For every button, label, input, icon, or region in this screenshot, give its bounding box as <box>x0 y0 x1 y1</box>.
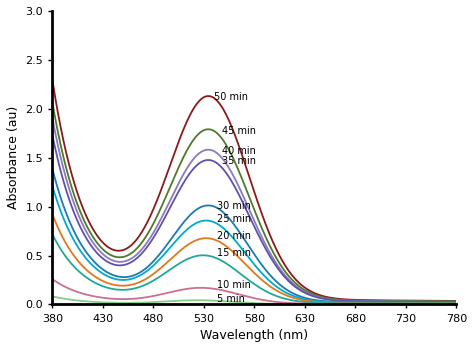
Y-axis label: Absorbance (au): Absorbance (au) <box>7 106 20 209</box>
Text: 15 min: 15 min <box>217 248 251 258</box>
Text: 30 min: 30 min <box>217 201 251 211</box>
Text: 45 min: 45 min <box>222 126 256 136</box>
Text: 10 min: 10 min <box>217 280 251 290</box>
Text: 40 min: 40 min <box>222 146 256 156</box>
Text: 5 min: 5 min <box>217 294 245 304</box>
Text: 35 min: 35 min <box>222 156 256 166</box>
Text: 25 min: 25 min <box>217 214 251 224</box>
X-axis label: Wavelength (nm): Wavelength (nm) <box>201 329 309 342</box>
Text: 50 min: 50 min <box>214 92 248 102</box>
Text: 20 min: 20 min <box>217 231 251 241</box>
